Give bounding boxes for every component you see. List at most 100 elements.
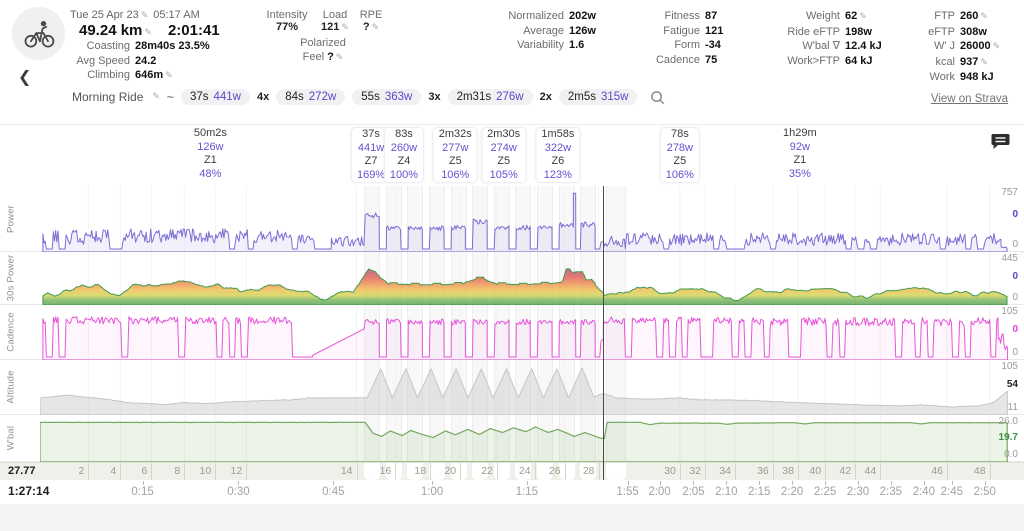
intensity-value[interactable]: 121 ✎ <box>321 21 349 33</box>
interval-label[interactable]: 78s 278w Z5 106% <box>659 127 700 183</box>
edit-icon[interactable]: ✎ <box>341 23 349 33</box>
stat-value: 948 kJ <box>960 71 994 83</box>
distance-tick: 24 <box>518 465 531 477</box>
distance-tick: 2 <box>78 465 85 477</box>
activity-date[interactable]: Tue 25 Apr 23 <box>70 9 139 21</box>
edit-icon[interactable]: ✎ <box>144 28 152 38</box>
interval-band-notch <box>364 463 381 480</box>
pill-multiplier: 3x <box>428 91 441 103</box>
time-tick-mark <box>659 481 661 485</box>
stat-value: 12.4 kJ <box>845 40 882 52</box>
stat-label: Coasting <box>86 40 130 52</box>
cadence-ytick: 0 <box>1012 324 1018 336</box>
distance-tick-line <box>947 463 949 480</box>
interval-label[interactable]: 83s 260w Z4 100% <box>383 127 425 183</box>
bottom-filler <box>0 504 1024 531</box>
ride-row: Morning Ride ✎ ~ 37s 441w 4x 84s 272w 55s 363w 3… <box>72 89 665 105</box>
edit-icon[interactable]: ✎ <box>140 11 149 21</box>
intensity-value[interactable]: ? ✎ <box>362 21 380 33</box>
distance-tick-line <box>564 463 566 480</box>
distance-tick-line <box>88 463 90 480</box>
distance-tick: 34 <box>719 465 732 477</box>
distance-tick-line <box>460 463 462 480</box>
distance-tick: 28 <box>582 465 595 477</box>
interval-label[interactable]: 1h29m 92w Z1 35% <box>783 127 817 180</box>
interval-pill[interactable]: 2m31s 276w <box>447 89 533 105</box>
interval-pill[interactable]: 37s 441w <box>180 89 250 105</box>
time-tick: 1:15 <box>515 486 539 498</box>
p30-chart[interactable] <box>40 252 1008 305</box>
interval-labels: 50m2s 126w Z1 48% 37s 441w Z7 169% 83s 260w Z4 100%… <box>40 127 1008 185</box>
edit-icon[interactable]: ✎ <box>335 53 344 63</box>
interval-pill[interactable]: 55s 363w <box>352 89 422 105</box>
interval-pills: 37s 441w 4x 84s 272w 55s 363w 3x 2m31s 276w 2x 2m5s… <box>180 89 638 105</box>
feel-row[interactable]: Feel? ✎ <box>302 51 344 63</box>
edit-icon[interactable]: ✎ <box>992 42 1001 52</box>
interval-label[interactable]: 2m30s 274w Z5 105% <box>481 127 527 183</box>
stat-value: 28m40s 23.5% <box>135 40 210 52</box>
distance-tick-line <box>395 463 397 480</box>
stat-value[interactable]: 937 ✎ <box>960 55 988 68</box>
cursor-distance: 27.77 <box>8 465 36 477</box>
altitude-chart[interactable] <box>40 360 1008 415</box>
interval-label[interactable]: 2m32s 277w Z5 106% <box>432 127 478 183</box>
time-tick: 2:00 <box>648 486 671 498</box>
interval-label[interactable]: 50m2s 126w Z1 48% <box>193 127 227 180</box>
distance-tick: 6 <box>141 465 148 477</box>
stat-value: 121 <box>705 24 724 37</box>
time-tick-mark <box>984 481 986 485</box>
interval-pill[interactable]: 2m5s 315w <box>558 89 638 105</box>
time-tick-mark <box>792 481 794 485</box>
cadence-ytick: 105 <box>1001 306 1018 317</box>
power-chart[interactable] <box>40 186 1008 252</box>
stat-value: 75 <box>705 53 718 66</box>
edit-icon[interactable]: ✎ <box>165 71 173 81</box>
stat-label: Average <box>523 24 564 37</box>
comment-icon[interactable] <box>991 133 1010 153</box>
stat-value[interactable]: 26000 ✎ <box>960 40 1001 52</box>
distance-tick: 18 <box>414 465 427 477</box>
interval-pill[interactable]: 84s 272w <box>276 89 346 105</box>
stat-value[interactable]: 260 ✎ <box>960 10 988 22</box>
time-tick-mark <box>526 481 528 485</box>
wbal-ytick: 26.0 <box>998 416 1018 427</box>
edit-icon[interactable]: ✎ <box>980 12 988 22</box>
start-time: 05:17 AM <box>153 9 200 21</box>
distance-tick: 38 <box>782 465 794 477</box>
power-ytick: 757 <box>1001 187 1018 198</box>
edit-icon[interactable]: ✎ <box>859 12 867 22</box>
distance-axis[interactable]: 27.77 2 4 6 8 10 12 14 16 18 20 22 24 26 28 30 32 34 36 38… <box>0 462 1024 480</box>
date-row[interactable]: Tue 25 Apr 23 ✎ 05:17 AM <box>70 9 200 21</box>
intensity-values: 77% 121 ✎ ? ✎ <box>260 21 386 33</box>
stat-label: Work>FTP <box>787 54 840 67</box>
cadence-chart[interactable] <box>40 305 1008 360</box>
interval-band[interactable] <box>605 186 627 462</box>
strava-link[interactable]: View on Strava <box>930 93 1008 105</box>
distance-tick-line <box>705 463 707 480</box>
back-button[interactable]: ❮ <box>18 69 32 86</box>
edit-icon[interactable]: ✎ <box>152 92 160 102</box>
stat-value[interactable]: 646m ✎ <box>135 69 173 81</box>
pill-multiplier: 4x <box>256 91 270 103</box>
search-icon[interactable] <box>650 90 665 105</box>
interval-band-notch <box>429 463 445 480</box>
distance-tick-line <box>989 463 991 480</box>
wbal-chart[interactable] <box>40 415 1008 462</box>
stat-label: Fitness <box>664 10 700 22</box>
stats-ftp: FTP 260 ✎ eFTP 308w W' J 26000 ✎ kcal 937 ✎ Work 948… <box>915 10 1000 85</box>
distance-tick-line <box>825 463 827 480</box>
distance-tick-line <box>855 463 857 480</box>
stat-value[interactable]: 62 ✎ <box>845 10 867 22</box>
interval-label[interactable]: 1m58s 322w Z6 123% <box>535 127 581 183</box>
ride-name[interactable]: Morning Ride <box>72 90 144 104</box>
power-ytick: 0 <box>1012 239 1018 250</box>
edit-icon[interactable]: ✎ <box>371 23 380 33</box>
distance-value[interactable]: 49.24 km <box>79 22 143 39</box>
time-tick: 0:30 <box>227 486 250 498</box>
distance-tick: 14 <box>340 465 353 477</box>
stat-value: 87 <box>705 10 718 22</box>
edit-icon[interactable]: ✎ <box>980 57 988 68</box>
activity-chart-section: 50m2s 126w Z1 48% 37s 441w Z7 169% 83s 260w Z4 100%… <box>0 125 1024 531</box>
distance-tick: 10 <box>199 465 212 477</box>
intensity-header: Intensity <box>266 9 308 21</box>
